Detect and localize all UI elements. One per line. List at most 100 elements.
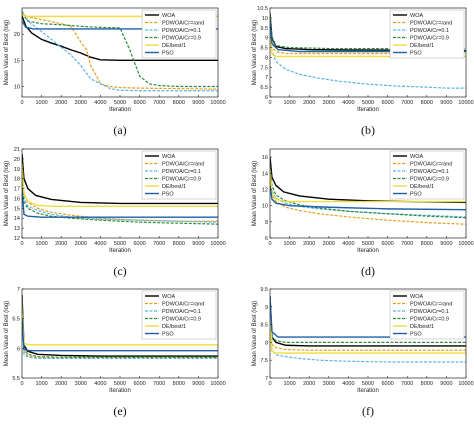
y-tick-label: 7 — [265, 75, 268, 81]
x-tick-label: 4000 — [342, 100, 354, 106]
y-tick-label: 7.5 — [260, 358, 268, 364]
panel-caption: (b) — [361, 123, 375, 137]
x-tick-label: 6000 — [133, 381, 145, 387]
y-tick-label: 9 — [265, 36, 268, 42]
x-tick-label: 4000 — [94, 100, 106, 106]
y-tick-label: 6 — [17, 346, 20, 352]
legend-label: WOA — [162, 294, 175, 300]
legend-label: DE/best/1 — [410, 184, 434, 190]
x-tick-label: 1000 — [283, 241, 295, 247]
x-tick-label: 8000 — [173, 100, 185, 106]
series-line-1 — [22, 153, 218, 205]
y-tick-label: 8 — [265, 340, 268, 346]
series-line-3 — [270, 21, 466, 89]
x-tick-label: 7000 — [153, 381, 165, 387]
legend-label: PSO — [162, 192, 174, 198]
y-tick-label: 6 — [265, 95, 268, 101]
x-tick-label: 6000 — [133, 100, 145, 106]
y-tick-label: 16 — [262, 155, 268, 161]
legend-label: WOA — [162, 13, 175, 19]
x-tick-label: 6000 — [381, 100, 393, 106]
x-tick-label: 7000 — [401, 381, 413, 387]
series-line-4 — [270, 299, 466, 343]
legend-label: PDWOA/Cr=0.1 — [410, 28, 449, 34]
y-tick-label: 17 — [14, 187, 20, 193]
series-line-6 — [270, 296, 466, 338]
x-tick-label: 3000 — [323, 100, 335, 106]
x-tick-label: 9000 — [440, 241, 452, 247]
legend-box — [389, 150, 465, 200]
x-tick-label: 0 — [268, 100, 271, 106]
legend-label: PDWOA/Cr=0.1 — [162, 28, 201, 34]
y-axis-label: Mean Value of Best (log) — [252, 301, 258, 367]
x-tick-label: 8000 — [421, 241, 433, 247]
x-tick-label: 0 — [268, 241, 271, 247]
legend-label: PDWOA/Cr=0.9 — [162, 36, 201, 42]
legend-label: PDWOA/Cr=rand — [410, 162, 452, 168]
series-line-5 — [270, 169, 466, 203]
series-line-6 — [270, 185, 466, 211]
x-tick-label: 10000 — [458, 381, 473, 387]
panel-caption: (f) — [362, 404, 374, 418]
legend-label: DE/best/1 — [410, 43, 434, 49]
series-line-5 — [270, 306, 466, 354]
y-tick-label: 9 — [265, 305, 268, 311]
x-tick-label: 2000 — [303, 381, 315, 387]
y-tick-label: 6.5 — [12, 317, 20, 323]
x-tick-label: 1000 — [35, 100, 47, 106]
chart-panel-4: 0 1000 2000 3000 4000 5000 6000 7000 8000 9000 100… — [252, 148, 474, 278]
legend-label: PSO — [410, 51, 422, 57]
legend-label: PSO — [410, 332, 422, 338]
y-tick-label: 20 — [14, 157, 20, 163]
x-tick-label: 3000 — [75, 100, 87, 106]
x-tick-label: 9000 — [192, 381, 204, 387]
legend-label: PDWOA/Cr=rand — [162, 21, 204, 27]
x-tick-label: 8000 — [421, 381, 433, 387]
chart-panel-2: 0 1000 2000 3000 4000 5000 6000 7000 8000 9000 100… — [252, 6, 474, 137]
x-tick-label: 5000 — [114, 100, 126, 106]
legend-box — [141, 9, 217, 59]
legend-label: PDWOA/Cr=0.1 — [410, 309, 449, 315]
x-tick-label: 10000 — [210, 381, 225, 387]
legend-box — [389, 290, 465, 340]
x-tick-label: 10000 — [458, 241, 473, 247]
x-tick-label: 5000 — [114, 241, 126, 247]
legend-label: WOA — [410, 154, 423, 160]
y-tick-label: 13 — [14, 226, 20, 232]
x-tick-label: 7000 — [401, 100, 413, 106]
x-tick-label: 8000 — [173, 241, 185, 247]
x-tick-label: 3000 — [323, 241, 335, 247]
y-tick-label: 10.5 — [257, 6, 268, 12]
legend-label: PDWOA/Cr=rand — [162, 302, 204, 308]
x-tick-label: 3000 — [323, 381, 335, 387]
x-tick-label: 2000 — [55, 100, 67, 106]
x-tick-label: 2000 — [303, 241, 315, 247]
y-tick-label: 14 — [262, 171, 268, 177]
x-tick-label: 8000 — [173, 381, 185, 387]
y-tick-label: 16 — [14, 196, 20, 202]
x-tick-label: 0 — [20, 241, 23, 247]
x-axis-label: Iteration — [357, 388, 379, 394]
x-tick-label: 3000 — [75, 381, 87, 387]
legend-label: PDWOA/Cr=0.1 — [162, 309, 201, 315]
y-tick-label: 6.5 — [260, 85, 268, 91]
x-tick-label: 9000 — [192, 100, 204, 106]
panel-caption: (e) — [113, 404, 126, 418]
x-tick-label: 1000 — [283, 100, 295, 106]
x-tick-label: 0 — [20, 381, 23, 387]
chart-panel-6: 0 1000 2000 3000 4000 5000 6000 7000 8000 9000 100… — [252, 287, 474, 418]
y-axis-label: Mean Value of Best (log) — [4, 301, 10, 367]
panel-caption: (a) — [113, 123, 126, 137]
x-tick-label: 6000 — [133, 241, 145, 247]
series-line-6 — [270, 19, 466, 53]
panel-caption: (c) — [113, 264, 126, 278]
series-line-5 — [22, 13, 218, 18]
legend-label: PDWOA/Cr=rand — [410, 302, 452, 308]
legend-label: PDWOA/Cr=0.9 — [410, 36, 449, 42]
x-tick-label: 9000 — [192, 241, 204, 247]
legend-label: DE/best/1 — [410, 324, 434, 330]
x-tick-label: 5000 — [362, 100, 374, 106]
legend-label: DE/best/1 — [162, 324, 186, 330]
x-tick-label: 10000 — [210, 241, 225, 247]
